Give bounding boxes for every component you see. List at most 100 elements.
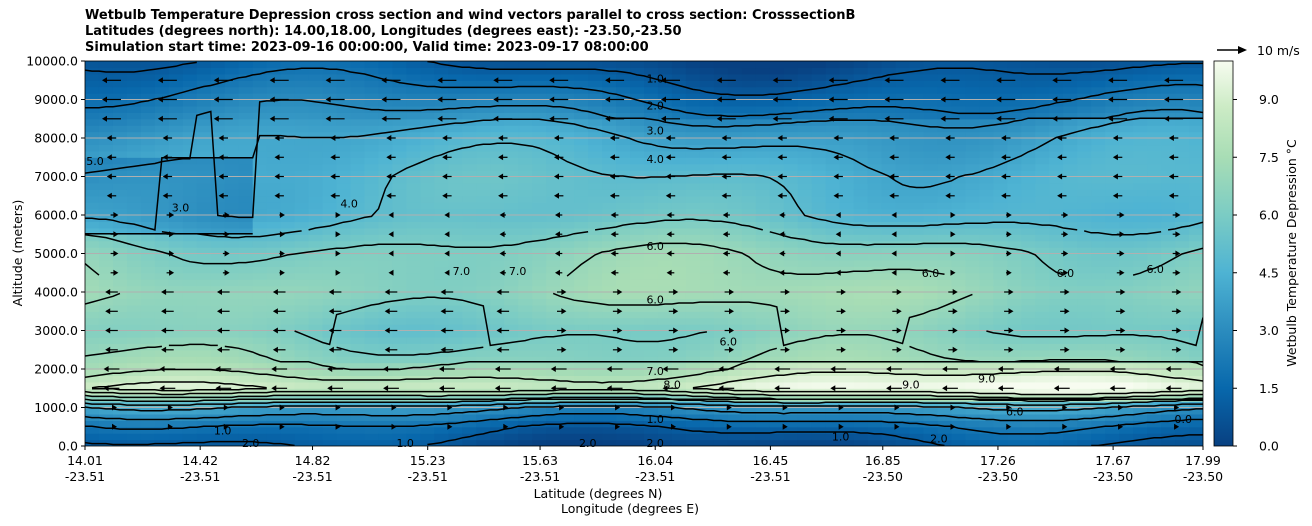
field-cell	[532, 176, 547, 184]
field-cell	[154, 73, 170, 81]
field-cell	[210, 292, 226, 300]
field-cell	[168, 118, 184, 126]
field-cell	[238, 202, 254, 210]
field-cell	[476, 215, 491, 223]
field-cell	[1049, 317, 1064, 325]
field-cell	[825, 61, 841, 69]
field-cell	[1119, 61, 1134, 69]
field-cell	[308, 420, 324, 428]
field-cell	[322, 157, 338, 165]
field-cell	[1189, 426, 1203, 434]
field-cell	[1105, 182, 1120, 190]
field-cell	[85, 439, 100, 446]
field-cell	[1189, 105, 1203, 113]
field-cell	[937, 439, 953, 446]
field-cell	[434, 362, 449, 370]
field-cell	[252, 150, 268, 158]
field-cell	[727, 67, 743, 75]
wind-vector-head	[271, 385, 277, 392]
field-cell	[448, 80, 463, 88]
field-cell	[769, 234, 785, 242]
field-cell	[476, 439, 491, 446]
field-cell	[420, 202, 435, 210]
field-cell	[308, 279, 324, 287]
field-cell	[574, 112, 589, 120]
field-cell	[1049, 343, 1064, 351]
field-cell	[364, 125, 380, 133]
field-cell	[937, 433, 953, 441]
field-cell	[909, 247, 925, 255]
field-cell	[168, 80, 184, 88]
field-cell	[462, 420, 477, 428]
field-cell	[1063, 86, 1078, 94]
field-cell	[140, 381, 156, 389]
field-cell	[168, 163, 184, 171]
field-cell	[574, 170, 589, 178]
field-cell	[280, 349, 296, 357]
field-cell	[98, 86, 114, 94]
field-cell	[210, 234, 226, 242]
field-cell	[616, 292, 631, 300]
field-cell	[434, 240, 449, 248]
field-cell	[266, 170, 282, 178]
field-cell	[741, 157, 757, 165]
field-cell	[266, 266, 282, 274]
field-cell	[1133, 144, 1148, 152]
field-cell	[825, 125, 841, 133]
field-cell	[1077, 144, 1092, 152]
field-cell	[839, 420, 855, 428]
field-cell	[294, 240, 310, 248]
field-cell	[951, 125, 967, 133]
field-cell	[1119, 215, 1134, 223]
field-cell	[839, 61, 855, 69]
field-cell	[825, 138, 841, 146]
field-cell	[979, 259, 994, 267]
field-cell	[1161, 182, 1176, 190]
field-cell	[727, 61, 743, 69]
field-cell	[98, 208, 114, 216]
field-cell	[196, 381, 212, 389]
field-cell	[308, 259, 324, 267]
field-cell	[783, 125, 799, 133]
field-cell	[364, 330, 380, 338]
field-cell	[448, 439, 463, 446]
field-cell	[1147, 144, 1162, 152]
wind-vector-head	[272, 289, 278, 295]
field-cell	[1063, 176, 1078, 184]
chart-title: Wetbulb Temperature Depression cross sec…	[85, 8, 855, 56]
field-cell	[769, 182, 785, 190]
field-cell	[406, 163, 421, 171]
field-cell	[699, 420, 715, 428]
field-cell	[881, 407, 897, 415]
field-cell	[1049, 388, 1064, 396]
field-cell	[727, 324, 743, 332]
field-cell	[448, 73, 463, 81]
field-cell	[1147, 170, 1162, 178]
field-cell	[755, 80, 771, 88]
field-cell	[853, 259, 869, 267]
field-cell	[979, 362, 994, 370]
field-cell	[839, 285, 855, 293]
field-cell	[867, 349, 883, 357]
field-cell	[602, 131, 617, 139]
field-cell	[783, 176, 799, 184]
field-cell	[420, 138, 435, 146]
field-cell	[168, 73, 184, 81]
field-cell	[630, 336, 645, 344]
field-cell	[937, 279, 953, 287]
field-cell	[280, 439, 296, 446]
field-cell	[1035, 362, 1050, 370]
field-cell	[266, 208, 282, 216]
field-cell	[881, 362, 897, 370]
field-cell	[727, 356, 743, 364]
field-cell	[252, 202, 268, 210]
field-cell	[671, 105, 687, 113]
field-cell	[406, 86, 421, 94]
field-cell	[420, 349, 435, 357]
field-cell	[769, 279, 785, 287]
field-cell	[420, 131, 435, 139]
field-cell	[294, 279, 310, 287]
field-cell	[1189, 240, 1203, 248]
wind-vector-head	[217, 346, 222, 353]
field-cell	[504, 144, 519, 152]
